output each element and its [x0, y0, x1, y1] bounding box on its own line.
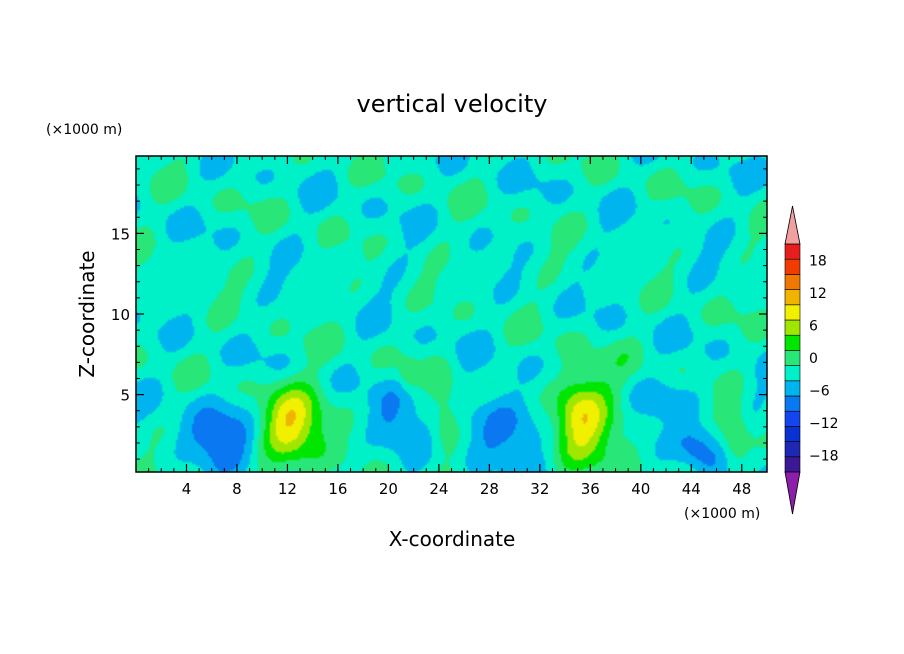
- colorbar-swatch: [784, 289, 801, 306]
- colorbar-swatch: [784, 350, 801, 366]
- colorbar-tick-label: −12: [809, 416, 839, 432]
- y-unit-label: (×1000 m): [46, 122, 122, 138]
- colorbar-tick-label: −18: [809, 449, 839, 465]
- x-tick-label: 20: [379, 480, 398, 498]
- colorbar-swatch: [784, 365, 801, 382]
- x-tick-label: 40: [631, 480, 650, 498]
- contour-field-image: [136, 156, 767, 472]
- colorbar-swatch: [784, 380, 801, 397]
- colorbar-over-triangle: [784, 205, 801, 245]
- chart-title: vertical velocity: [357, 90, 548, 118]
- colorbar-tick-label: 12: [809, 286, 827, 302]
- colorbar-swatch: [784, 319, 801, 336]
- colorbar-swatch: [784, 304, 801, 321]
- colorbar-swatch: [784, 456, 801, 473]
- colorbar-tick-label: 6: [809, 318, 818, 334]
- x-tick-label: 4: [182, 480, 192, 498]
- x-tick-label: 24: [429, 480, 448, 498]
- x-tick-label: 12: [278, 480, 297, 498]
- y-tick-label: 15: [111, 225, 130, 243]
- x-tick-label: 16: [328, 480, 347, 498]
- colorbar-under-triangle: [784, 471, 801, 515]
- x-tick-label: 36: [581, 480, 600, 498]
- x-tick-label: 48: [732, 480, 751, 498]
- colorbar-swatch: [784, 426, 801, 442]
- y-tick-label: 10: [111, 306, 130, 324]
- x-tick-label: 8: [232, 480, 242, 498]
- y-axis: 5 10 15: [111, 168, 767, 460]
- y-tick-label: 5: [120, 387, 130, 405]
- colorbar-swatch: [784, 441, 801, 458]
- colorbar-tick-label: −6: [809, 384, 830, 400]
- colorbar-tick-label: 0: [809, 351, 818, 367]
- colorbar-tick-label: 18: [809, 253, 827, 269]
- colorbar-swatch: [784, 395, 801, 412]
- x-axis: 4 8 12 16 20 24 28 32 36 40 44 48: [148, 156, 755, 498]
- x-axis-label: X-coordinate: [389, 527, 516, 551]
- colorbar-swatch: [784, 410, 801, 427]
- x-tick-label: 44: [682, 480, 701, 498]
- x-unit-label: (×1000 m): [684, 506, 760, 522]
- y-axis-label: Z-coordinate: [75, 250, 99, 377]
- colorbar: 18 12 6 0 −6 −12 −18: [784, 205, 839, 515]
- x-tick-label: 28: [480, 480, 499, 498]
- colorbar-swatch: [784, 334, 801, 351]
- colorbar-swatch: [784, 243, 801, 260]
- x-tick-label: 32: [530, 480, 549, 498]
- contour-field: [136, 156, 767, 472]
- colorbar-swatch: [784, 258, 801, 275]
- colorbar-swatch: [784, 274, 801, 290]
